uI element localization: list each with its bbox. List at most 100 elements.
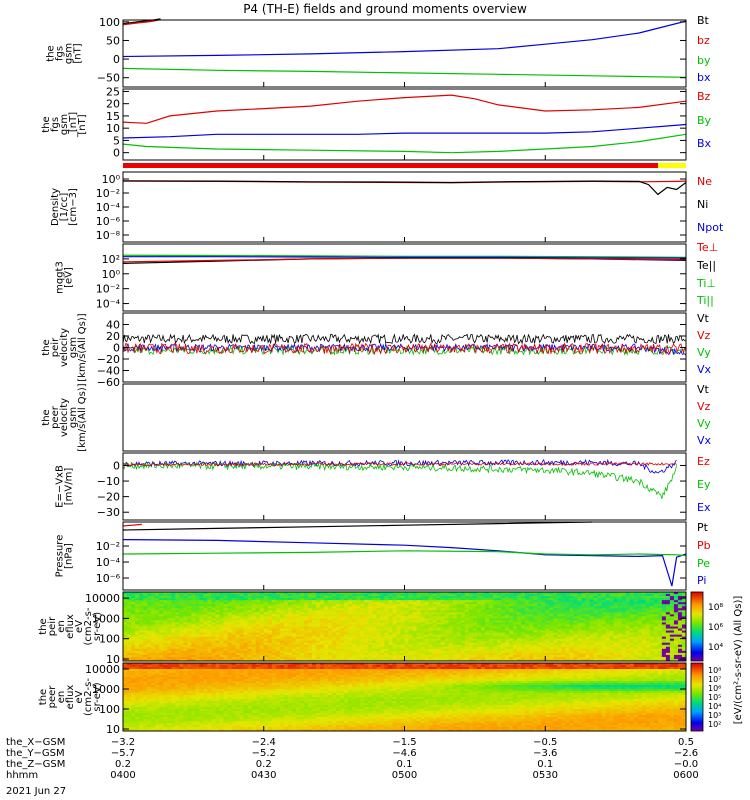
spectrogram-cell bbox=[476, 654, 482, 658]
spectrogram-cell bbox=[340, 602, 345, 605]
spectrogram-cell bbox=[420, 640, 426, 644]
spectrogram-cell bbox=[396, 604, 401, 607]
spectrogram-cell bbox=[476, 634, 482, 638]
spectrogram-cell bbox=[352, 650, 357, 654]
y-tick-label: 10000 bbox=[85, 592, 120, 605]
spectrogram-cell bbox=[344, 636, 349, 640]
spectrogram-cell bbox=[629, 598, 635, 601]
spectrogram-cell bbox=[203, 592, 208, 595]
spectrogram-cell bbox=[549, 632, 554, 636]
spectrogram-cell bbox=[496, 620, 502, 623]
spectrogram-cell bbox=[219, 628, 224, 631]
spectrogram-cell bbox=[151, 622, 156, 625]
spectrogram-cell bbox=[171, 598, 176, 601]
spectrogram-cell bbox=[275, 622, 281, 625]
spectrogram-cell bbox=[279, 612, 285, 615]
spectrogram-cell bbox=[517, 626, 522, 629]
spectrogram-cell bbox=[376, 632, 381, 636]
spectrogram-cell bbox=[625, 644, 631, 648]
spectrogram-cell bbox=[191, 606, 196, 609]
spectrogram-cell bbox=[279, 630, 285, 633]
spectrogram-cell bbox=[279, 608, 285, 611]
spectrogram-cell bbox=[392, 656, 397, 660]
spectrogram-cell bbox=[352, 612, 357, 615]
spectrogram-cell bbox=[187, 654, 192, 658]
spectrogram-cell bbox=[251, 632, 257, 636]
spectrogram-cell bbox=[267, 608, 273, 611]
spectrogram-cell bbox=[412, 622, 417, 625]
spectrogram-cell bbox=[352, 622, 357, 625]
spectrogram-cell bbox=[541, 598, 546, 601]
data-series-line bbox=[123, 133, 686, 154]
spectrogram-cell bbox=[476, 608, 482, 611]
spectrogram-cell bbox=[448, 606, 454, 609]
spectrogram-cell bbox=[601, 634, 606, 638]
spectrogram-cell bbox=[573, 644, 578, 648]
spectrogram-cell bbox=[312, 602, 317, 605]
spectrogram-cell bbox=[239, 592, 245, 595]
spectrogram-cell bbox=[681, 602, 687, 605]
spectrogram-cell bbox=[529, 624, 534, 627]
spectrogram-cell bbox=[307, 616, 313, 619]
spectrogram-cell bbox=[187, 602, 192, 605]
spectrogram-cell bbox=[332, 648, 337, 652]
spectrogram-cell bbox=[271, 630, 277, 633]
spectrogram-cell bbox=[452, 610, 458, 613]
spectrogram-cell bbox=[436, 648, 442, 652]
spectrogram-cell bbox=[388, 630, 393, 633]
spectrogram-cell bbox=[501, 638, 506, 642]
spectrogram-cell bbox=[412, 648, 417, 652]
spectrogram-cell bbox=[657, 648, 663, 652]
spectrogram-cell bbox=[492, 652, 498, 656]
spectrogram-cell bbox=[392, 636, 397, 640]
spectrogram-cell bbox=[247, 638, 253, 642]
spectrogram-cell bbox=[496, 654, 502, 658]
spectrogram-cell bbox=[440, 628, 446, 631]
spectrogram-cell bbox=[328, 652, 333, 656]
spectrogram-cell bbox=[299, 606, 305, 609]
spectrogram-cell bbox=[472, 624, 478, 627]
spectrogram-cell bbox=[673, 640, 679, 644]
spectrogram-cell bbox=[179, 622, 184, 625]
spectrogram-cell bbox=[183, 620, 188, 623]
spectrogram-cell bbox=[316, 628, 321, 631]
spectrogram-cell bbox=[589, 656, 594, 660]
spectrogram-cell bbox=[424, 636, 430, 640]
spectrogram-cell bbox=[211, 592, 216, 595]
spectrogram-cell bbox=[456, 648, 462, 652]
spectrogram-cell bbox=[316, 614, 321, 617]
spectrogram-cell bbox=[460, 606, 466, 609]
spectrogram-cell bbox=[243, 628, 249, 631]
spectrogram-cell bbox=[440, 634, 446, 638]
spectrogram-cell bbox=[352, 636, 357, 640]
spectrogram-cell bbox=[295, 622, 301, 625]
spectrogram-cell bbox=[432, 598, 438, 601]
y-axis-label: [km/s(All Qs)] bbox=[77, 383, 88, 451]
spectrogram-cell bbox=[460, 632, 466, 636]
spectrogram-cell bbox=[496, 646, 502, 650]
spectrogram-cell bbox=[605, 622, 610, 625]
spectrogram-cell bbox=[420, 594, 426, 597]
spectrogram-cell bbox=[376, 624, 381, 627]
spectrogram-cell bbox=[629, 650, 635, 654]
spectrogram-cell bbox=[139, 650, 144, 654]
spectrogram-cell bbox=[388, 654, 393, 658]
spectrogram-cell bbox=[360, 604, 365, 607]
spectrogram-cell bbox=[448, 650, 454, 654]
spectrogram-cell bbox=[167, 610, 172, 613]
spectrogram-cell bbox=[344, 600, 349, 603]
spectrogram-cell bbox=[167, 602, 172, 605]
spectrogram-cell bbox=[307, 610, 313, 613]
spectrogram-cell bbox=[307, 594, 313, 597]
spectrogram-cell bbox=[255, 620, 261, 623]
spectrogram-cell bbox=[641, 610, 647, 613]
spectrogram-cell bbox=[653, 594, 659, 597]
spectrogram-cell bbox=[476, 606, 482, 609]
spectrogram-cell bbox=[661, 620, 667, 623]
spectrogram-cell bbox=[496, 638, 502, 642]
spectrogram-cell bbox=[545, 628, 550, 631]
spectrogram-cell bbox=[388, 592, 393, 595]
spectrogram-cell bbox=[259, 602, 265, 605]
spectrogram-cell bbox=[159, 612, 164, 615]
spectrogram-cell bbox=[408, 606, 413, 609]
